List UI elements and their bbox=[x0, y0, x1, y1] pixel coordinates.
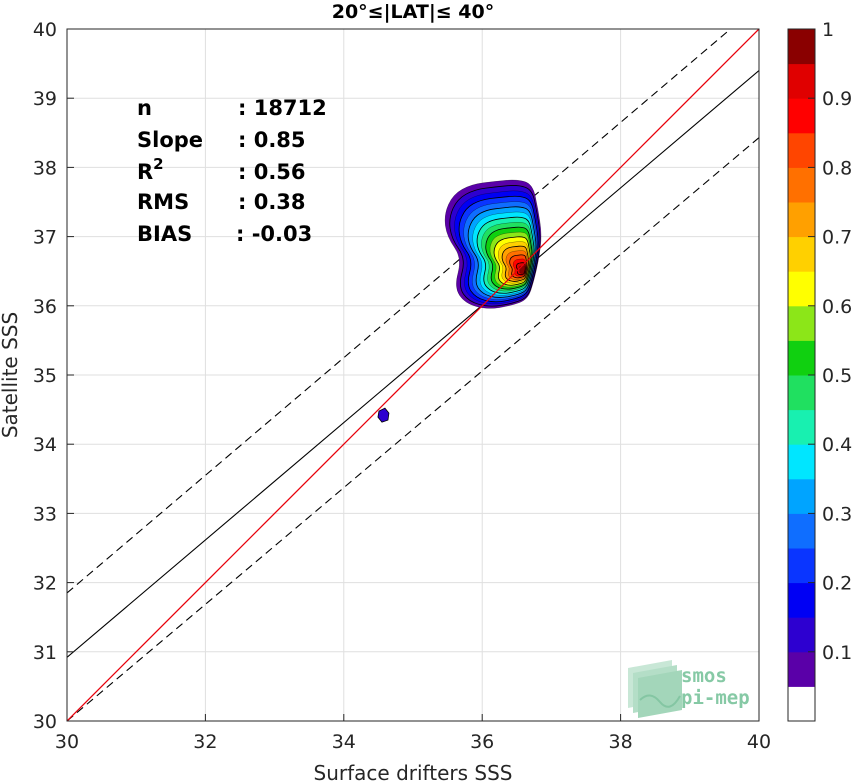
colorbar-segment bbox=[788, 63, 815, 99]
y-tick-label: 36 bbox=[33, 296, 57, 318]
x-ticks: 30 32 34 36 38 40 bbox=[55, 714, 771, 753]
y-tick-label: 37 bbox=[33, 227, 57, 249]
chart-title: 20°≤|LAT|≤ 40° bbox=[332, 1, 495, 23]
stat-superscript: 2 bbox=[153, 155, 163, 173]
logo-icon bbox=[628, 660, 682, 718]
regression-line bbox=[67, 70, 759, 658]
lower-bound-dashed-line bbox=[67, 137, 759, 721]
stat-value: : 0.85 bbox=[238, 128, 306, 152]
y-ticks: 30 31 32 33 34 35 36 37 38 39 40 bbox=[33, 19, 74, 733]
colorbar-segment bbox=[788, 513, 815, 549]
colorbar-tick-label: 0.6 bbox=[822, 296, 852, 318]
y-tick-label: 39 bbox=[33, 88, 57, 110]
y-tick-label: 38 bbox=[33, 157, 57, 179]
stat-label: RMS bbox=[137, 190, 189, 214]
x-tick-label: 30 bbox=[55, 731, 79, 753]
y-tick-label: 30 bbox=[33, 711, 57, 733]
colorbar-tick-label: 0.4 bbox=[822, 434, 852, 456]
colorbar-tick-label: 0.1 bbox=[822, 642, 852, 664]
x-tick-label: 38 bbox=[609, 731, 633, 753]
smos-pi-mep-logo: smos pi-mep bbox=[628, 660, 750, 718]
colorbar-segment bbox=[788, 548, 815, 584]
stat-value: : 0.56 bbox=[238, 160, 306, 184]
colorbar-tick-label: 0.9 bbox=[822, 88, 852, 110]
y-tick-label: 33 bbox=[33, 503, 57, 525]
outlier-density-blob bbox=[377, 407, 390, 423]
stat-value: : 0.38 bbox=[238, 190, 306, 214]
x-tick-label: 36 bbox=[470, 731, 494, 753]
stat-value: : -0.03 bbox=[236, 222, 312, 246]
colorbar-segment bbox=[788, 132, 815, 168]
colorbar-tick-label: 0.7 bbox=[822, 227, 852, 249]
stat-value: : 18712 bbox=[238, 96, 327, 120]
x-tick-label: 32 bbox=[193, 731, 217, 753]
x-axis-label: Surface drifters SSS bbox=[314, 761, 513, 784]
density-contours bbox=[377, 179, 542, 423]
stat-label: Slope bbox=[137, 128, 203, 152]
colorbar-tick-label: 0.8 bbox=[822, 157, 852, 179]
colorbar-segment bbox=[788, 98, 815, 134]
y-tick-label: 32 bbox=[33, 573, 57, 595]
colorbar-segment bbox=[788, 29, 815, 65]
colorbar-segment bbox=[788, 444, 815, 480]
logo-line-1: smos bbox=[681, 665, 727, 687]
colorbar-segment bbox=[788, 375, 815, 411]
y-tick-label: 40 bbox=[33, 19, 57, 41]
logo-line-2: pi-mep bbox=[681, 687, 750, 709]
colorbar-segment bbox=[788, 271, 815, 307]
x-tick-label: 34 bbox=[332, 731, 356, 753]
colorbar-segment bbox=[788, 236, 815, 272]
stat-label: n bbox=[137, 96, 152, 120]
colorbar-segment bbox=[788, 340, 815, 376]
colorbar-tick-label: 1 bbox=[822, 19, 834, 41]
colorbar-tick-label: 0.5 bbox=[822, 365, 852, 387]
colorbar-segment bbox=[788, 582, 815, 618]
colorbar bbox=[788, 29, 815, 722]
y-tick-label: 31 bbox=[33, 642, 57, 664]
x-tick-label: 40 bbox=[747, 731, 771, 753]
colorbar-segment bbox=[788, 651, 815, 687]
colorbar-ticks: 0.1 0.2 0.3 0.4 0.5 0.6 0.7 0.8 0.9 1 bbox=[808, 19, 852, 664]
colorbar-segment bbox=[788, 617, 815, 653]
stat-label: BIAS bbox=[137, 222, 192, 246]
upper-bound-dashed-line bbox=[67, 29, 732, 594]
colorbar-segment bbox=[788, 167, 815, 203]
y-tick-label: 35 bbox=[33, 365, 57, 387]
colorbar-segment bbox=[788, 409, 815, 445]
colorbar-segment bbox=[788, 202, 815, 238]
colorbar-segment bbox=[788, 478, 815, 514]
colorbar-segment bbox=[788, 686, 815, 722]
colorbar-segment bbox=[788, 305, 815, 341]
colorbar-tick-label: 0.2 bbox=[822, 573, 852, 595]
one-to-one-line bbox=[67, 29, 759, 721]
y-tick-label: 34 bbox=[33, 434, 57, 456]
colorbar-tick-label: 0.3 bbox=[822, 503, 852, 525]
grid bbox=[67, 29, 759, 721]
y-axis-label: Satellite SSS bbox=[0, 312, 22, 438]
